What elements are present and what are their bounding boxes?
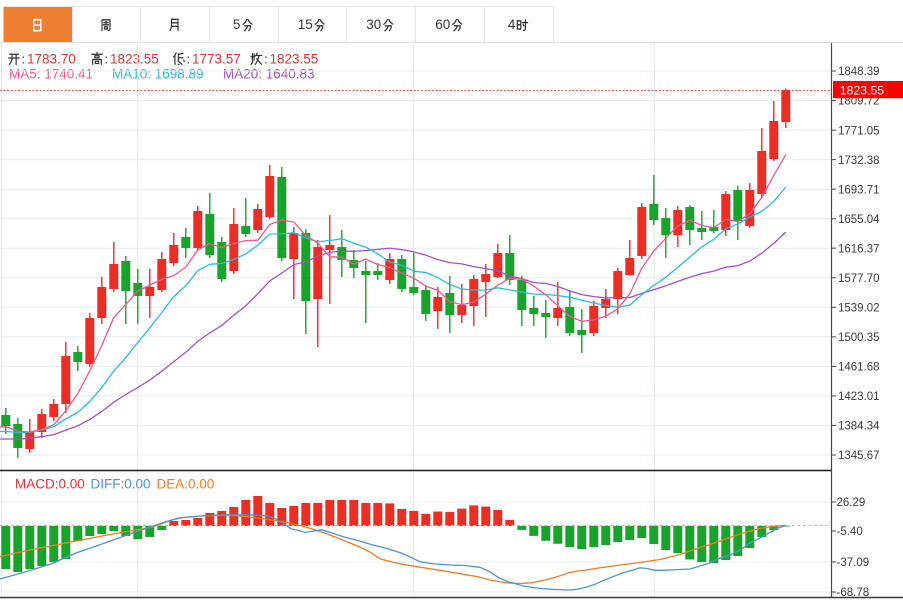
svg-text:1500.35: 1500.35 [838,332,880,344]
svg-text:1783.70: 1783.70 [27,52,76,67]
svg-text:60: 60 [435,17,450,32]
svg-text::: : [105,52,109,67]
svg-text:5: 5 [233,17,241,32]
svg-text:MACD:0.00: MACD:0.00 [15,477,85,492]
svg-text:-5.40: -5.40 [837,526,863,538]
svg-text:1773.57: 1773.57 [192,52,241,67]
svg-text:30: 30 [366,17,381,32]
svg-text:1539.02: 1539.02 [838,303,880,315]
svg-text:4: 4 [508,17,516,32]
svg-text:-37.09: -37.09 [837,557,870,569]
svg-text:1809.72: 1809.72 [838,96,880,108]
svg-text:1732.38: 1732.38 [838,155,880,167]
svg-text:1848.39: 1848.39 [838,66,880,78]
svg-text:MA20: 1640.83: MA20: 1640.83 [223,67,315,82]
svg-text:MA10: 1698.89: MA10: 1698.89 [112,67,204,82]
svg-text:15: 15 [298,17,313,32]
svg-text:1384.34: 1384.34 [838,421,880,433]
svg-text:1823.55: 1823.55 [270,52,319,67]
svg-text:1423.01: 1423.01 [838,391,880,403]
svg-text:1771.05: 1771.05 [838,125,880,137]
svg-text:-68.78: -68.78 [837,587,870,599]
svg-text::: : [187,52,191,67]
svg-text:DEA:0.00: DEA:0.00 [157,477,215,492]
svg-text:MA5: 1740.41: MA5: 1740.41 [9,67,93,82]
svg-text:1461.68: 1461.68 [838,362,880,374]
svg-text:1616.37: 1616.37 [838,243,880,255]
svg-text:1655.04: 1655.04 [838,214,880,226]
svg-text:DIFF:0.00: DIFF:0.00 [91,477,151,492]
svg-text:1823.55: 1823.55 [110,52,159,67]
svg-text:1577.70: 1577.70 [838,273,880,285]
svg-text:1693.71: 1693.71 [838,184,880,196]
svg-text:26.29: 26.29 [837,497,866,509]
svg-text::: : [22,52,26,67]
svg-text:1345.67: 1345.67 [838,450,880,462]
svg-text:1823.55: 1823.55 [840,83,885,97]
svg-text::: : [264,52,268,67]
